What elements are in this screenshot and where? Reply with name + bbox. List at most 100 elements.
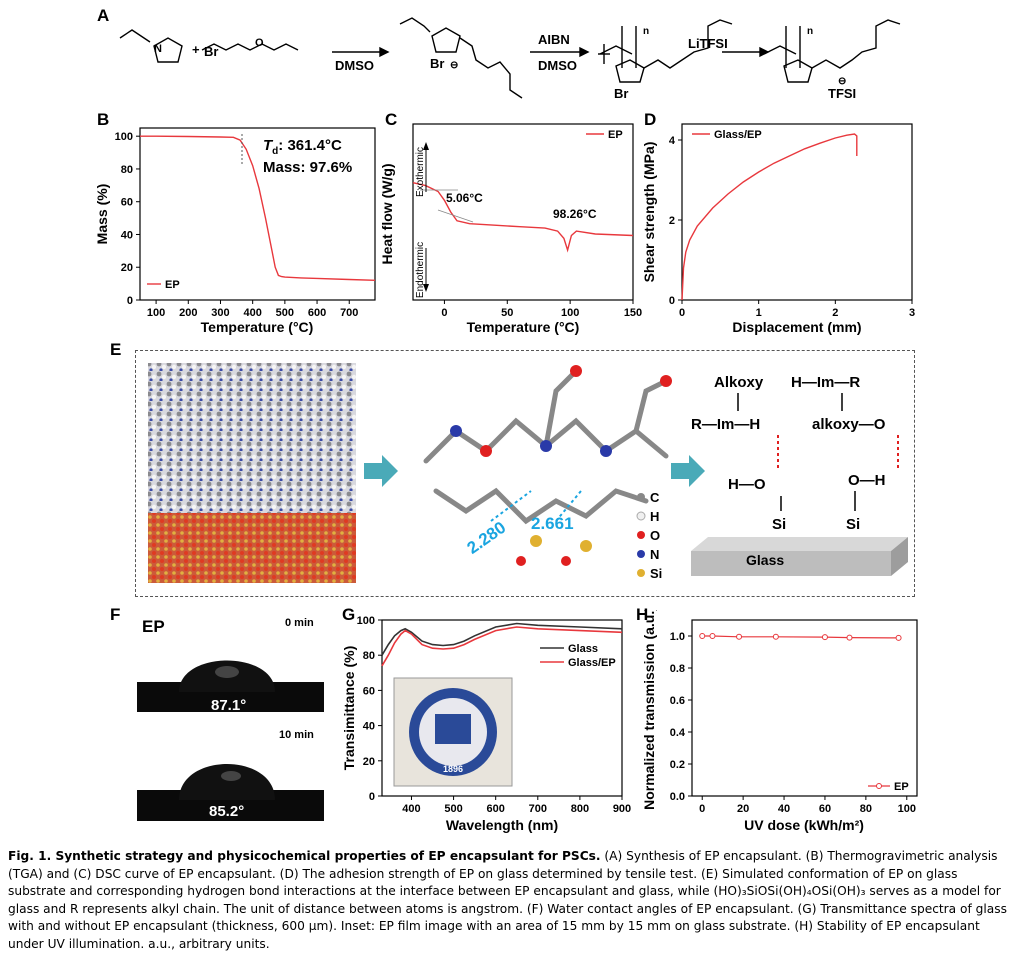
svg-text:Si: Si <box>650 566 662 581</box>
tga-curve <box>140 135 376 281</box>
h-xtick-label: 100 <box>898 803 916 815</box>
tm-label: 98.26°C <box>553 207 597 221</box>
svg-text:EP: EP <box>894 781 909 793</box>
svg-text:EP: EP <box>608 129 623 141</box>
arrow-right-icon <box>671 455 705 487</box>
g-xtick-label: 900 <box>613 803 631 815</box>
glass-block <box>691 551 891 576</box>
droplet-image-1: EP 0 min 87.1° <box>137 612 324 714</box>
ep-film-inset: 1896 <box>393 677 513 787</box>
g-xtick-label: 400 <box>402 803 420 815</box>
svg-text:⊖: ⊖ <box>838 76 846 87</box>
h-ytick-label: 1.0 <box>670 631 685 643</box>
c-xtick-label: 100 <box>561 307 579 319</box>
panel-label-e: E <box>110 340 122 359</box>
svg-text:H—Im—R: H—Im—R <box>791 374 860 391</box>
g-xtick-label: 600 <box>487 803 505 815</box>
b-xtick-label: 100 <box>147 307 165 319</box>
d-ytick-label: 2 <box>669 215 675 227</box>
d-ytick-label: 0 <box>669 295 675 307</box>
b-xtick-label: 500 <box>276 307 294 319</box>
panel-label-a: A <box>97 6 110 25</box>
svg-text:Br: Br <box>430 56 444 71</box>
distance-label-1: 2.280 <box>464 518 510 558</box>
d-xtick-label: 3 <box>909 307 915 319</box>
panel-e-frame <box>135 350 915 597</box>
d-xtick-label: 0 <box>679 307 685 319</box>
x-axis-title: Temperature (°C) <box>201 319 314 335</box>
b-ytick-label: 40 <box>121 229 133 241</box>
svg-text:TFSI: TFSI <box>828 86 856 101</box>
x-axis-title: UV dose (kWh/m²) <box>744 817 864 833</box>
svg-text:n: n <box>643 26 649 37</box>
dsc-curve <box>412 182 634 253</box>
g-ytick-label: 60 <box>363 685 375 697</box>
svg-text:n: n <box>807 26 813 37</box>
h-ytick-label: 0.4 <box>670 727 686 739</box>
uv-data-point <box>736 633 743 640</box>
svg-text:O: O <box>255 37 264 49</box>
litfsi-label: LiTFSI <box>688 36 728 51</box>
svg-text:Br: Br <box>204 44 218 59</box>
c-xtick-label: 150 <box>624 307 642 319</box>
svg-text:Si: Si <box>772 516 786 533</box>
legend-ep: EP <box>165 279 180 291</box>
uv-data-point <box>709 633 716 639</box>
shear-curve <box>681 133 858 301</box>
dmso-label-2: DMSO <box>538 58 577 73</box>
panel-label-c: C <box>385 110 398 129</box>
panel-label-g: G <box>342 605 356 624</box>
transmittance-chart: 400 500 600 700 800 900 0 20 40 60 80 100 Glass Gla… <box>341 615 631 833</box>
d-xtick-label: 1 <box>756 307 762 319</box>
b-xtick-label: 600 <box>308 307 326 319</box>
b-ytick-label: 100 <box>115 131 133 143</box>
dmso-label-1: DMSO <box>335 58 374 73</box>
svg-text:O—H: O—H <box>848 472 886 489</box>
caption-title: Fig. 1. Synthetic strategy and physicoch… <box>8 849 601 863</box>
d-xtick-label: 2 <box>832 307 838 319</box>
shear-chart: 0 1 2 3 0 2 4 Glass/EP Displacement (mm) Shear… <box>641 123 915 335</box>
c-xtick-label: 50 <box>501 307 513 319</box>
y-axis-title: Normalized transmission (a.u.) <box>641 610 657 810</box>
uv-data-point <box>772 633 779 640</box>
svg-text:Glass/EP: Glass/EP <box>568 657 616 669</box>
distance-label-2: 2.661 <box>531 514 574 533</box>
svg-text:Glass/EP: Glass/EP <box>714 129 762 141</box>
svg-text:R—Im—H: R—Im—H <box>691 416 760 433</box>
d-ytick-label: 4 <box>669 135 676 147</box>
x-axis-title: Displacement (mm) <box>732 319 861 335</box>
g-xtick-label: 800 <box>571 803 589 815</box>
exo-label: Exothermic <box>415 147 426 197</box>
panel-label-b: B <box>97 110 110 129</box>
angle-label-1: 87.1° <box>211 697 246 712</box>
svg-text:Br: Br <box>614 86 628 101</box>
droplet-image-2: 10 min 85.2° <box>137 728 324 821</box>
dsc-chart: 0 50 100 150 Exothermic Endothermic 5.06°C … <box>379 123 642 335</box>
h-xtick-label: 20 <box>737 803 749 815</box>
y-axis-title: Transimittance (%) <box>341 646 357 770</box>
svg-text:0 min: 0 min <box>285 617 314 629</box>
panel-label-h: H <box>636 605 649 624</box>
x-axis-title: Temperature (°C) <box>467 319 580 335</box>
b-ytick-label: 60 <box>121 197 133 209</box>
glass-ep-curve <box>381 626 623 667</box>
caption-body: (A) Synthesis of EP encapsulant. (B) The… <box>8 849 1007 951</box>
x-axis-title: Wavelength (nm) <box>446 817 558 833</box>
polymer-box <box>148 363 356 513</box>
h-xtick-label: 80 <box>860 803 872 815</box>
y-axis-title: Mass (%) <box>95 184 110 245</box>
h-ytick-label: 0.6 <box>670 695 685 707</box>
simulation-panel: 2.280 2.661 C H O N Si Glass Alkoxy R—Im… <box>148 363 908 583</box>
panel-label-d: D <box>644 110 657 129</box>
h-ytick-label: 0.8 <box>670 663 685 675</box>
svg-text:EP: EP <box>142 617 165 636</box>
g-ytick-label: 80 <box>363 650 375 662</box>
svg-text:O: O <box>650 528 660 543</box>
b-ytick-label: 80 <box>121 164 133 176</box>
panel-label-f: F <box>110 605 121 624</box>
td-label: Td: 361.4°C <box>263 137 342 157</box>
c-xtick-label: 0 <box>441 307 447 319</box>
b-xtick-label: 200 <box>179 307 197 319</box>
svg-text:alkoxy—O: alkoxy—O <box>812 416 886 433</box>
g-xtick-label: 500 <box>444 803 462 815</box>
